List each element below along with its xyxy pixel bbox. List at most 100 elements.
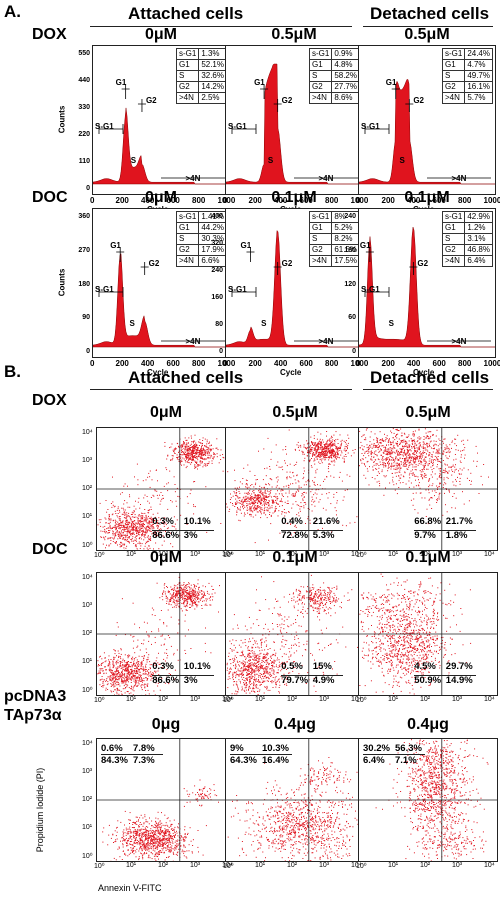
flow-x-tick: 10² [420, 862, 431, 869]
flow-y-tick: 10⁰ [82, 542, 93, 549]
histogram-x-tick: 200 [115, 359, 129, 368]
flow-y-tick: 10⁰ [82, 853, 93, 860]
section-b-label: B. [4, 362, 21, 381]
stats-phase: G2 [175, 81, 200, 93]
stats-row: S 3.1% [441, 233, 493, 245]
panel-concentration: 0μM [149, 404, 182, 421]
panel-concentration: 0.4μg [407, 716, 449, 733]
peak-label-gt4n: >4N [451, 337, 467, 346]
gate-marker [140, 262, 149, 275]
quadrant-upper-right: 15% [312, 660, 332, 672]
scatter-svg [359, 739, 497, 861]
row-label-doc-a: DOC [32, 189, 68, 206]
stats-row: S 30.3% [175, 233, 227, 245]
quadrant-lower-right: 14.9% [445, 675, 473, 687]
gate-marker [260, 84, 269, 99]
gate-marker [409, 262, 418, 275]
panel-concentration: 0μM [144, 26, 177, 43]
histogram-x-tick: 200 [381, 196, 395, 205]
stats-row: s-G1 0.9% [308, 48, 360, 60]
flow-scatter-plot: 0.5% 15% 79.7% 4.9% [225, 572, 365, 696]
peak-label-gt4n: >4N [318, 337, 334, 346]
histogram-x-tick: 400 [407, 196, 421, 205]
gate-marker [98, 287, 124, 297]
stats-percent: 32.6% [198, 70, 227, 82]
cell-cycle-histogram: G1 G2 S S-G1 >4N s-G1 8% G1 5.2% S 8.2% G2 61.5% >4N 1… [225, 208, 363, 358]
row-label-pcdna3: pcDNA3 [4, 688, 67, 705]
gate-marker [231, 287, 257, 297]
stats-phase: G1 [175, 59, 200, 71]
flow-x-tick: 10⁴ [351, 696, 362, 703]
histogram-x-tick: 600 [299, 359, 313, 368]
stats-row: G1 52.1% [175, 59, 227, 71]
flow-scatter-plot: 9% 10.3% 64.3% 16.4% [225, 738, 365, 862]
quadrant-lower-right: 7.1% [395, 755, 417, 766]
peak-label-g1: G1 [359, 241, 371, 250]
peak-label-s-g1: S-G1 [361, 285, 380, 294]
quadrant-value-rule [414, 674, 477, 676]
histogram-y-tick: 110 [78, 158, 90, 165]
histogram-y-tick: 0 [352, 348, 356, 355]
stats-row: >4N 5.7% [441, 92, 493, 104]
histogram-x-tick: 1000 [483, 196, 500, 205]
stats-row: G1 4.7% [441, 59, 493, 71]
histogram-x-tick: 600 [299, 196, 313, 205]
histogram-y-tick: 0 [219, 348, 223, 355]
flow-x-tick: 10⁴ [484, 551, 495, 558]
flow-x-tick: 10³ [319, 551, 330, 558]
stats-percent: 0.9% [331, 48, 360, 60]
quadrant-lower-right: 3% [183, 675, 198, 687]
panel-concentration: 0μM [144, 189, 177, 206]
histogram-y-tick: 0 [86, 185, 90, 192]
flow-x-tick: 10¹ [255, 551, 266, 558]
histogram-svg [359, 226, 495, 348]
histogram-area [359, 226, 495, 348]
flow-x-tick: 10⁴ [484, 696, 495, 703]
flow-x-tick: 10³ [190, 862, 201, 869]
histogram-area [226, 63, 362, 185]
peak-label-s: S [388, 319, 394, 328]
histogram-svg [359, 79, 495, 185]
stats-phase: G2 [308, 244, 333, 256]
panel-concentration: 0.5μM [405, 404, 451, 421]
peak-label-gt4n: >4N [185, 174, 201, 183]
flow-y-tick: 10³ [82, 457, 93, 464]
quadrant-upper-left: 30.2% [363, 743, 390, 754]
panel-concentration: 0μM [149, 549, 182, 566]
histogram-area [226, 229, 362, 348]
flow-x-tick: 10⁰ [223, 697, 234, 704]
histogram-x-tick: 600 [432, 196, 446, 205]
peak-label-s: S [399, 156, 405, 165]
quadrant-value-rule [230, 754, 292, 755]
flow-x-tick: 10³ [190, 551, 201, 558]
flow-ylabel: Propidium Iodide (PI) [35, 767, 45, 853]
stats-percent: 4.7% [464, 59, 493, 71]
peak-label-g2: G2 [281, 96, 293, 105]
histogram-y-tick: 270 [78, 246, 90, 254]
quadrant-value-rule [414, 529, 477, 531]
flow-x-tick: 10¹ [126, 862, 137, 869]
stats-percent: 44.2% [198, 222, 227, 234]
scatter-svg [226, 573, 364, 695]
flow-y-tick: 10³ [82, 602, 93, 609]
histogram-x-tick: 1000 [350, 359, 369, 368]
quadrant-lower-right: 7.3% [133, 755, 155, 766]
panel-concentration: 0.5μM [404, 26, 450, 43]
histogram-x-tick: 400 [274, 196, 288, 205]
flow-x-tick: 10³ [319, 862, 330, 869]
quadrant-lower-right: 4.9% [312, 675, 335, 687]
histogram-xlabel: Cycle [413, 368, 435, 377]
stats-percent: 6.6% [198, 255, 227, 267]
row-label-doc-b: DOC [32, 541, 68, 558]
histogram-x-tick: 0 [90, 359, 95, 368]
histogram-ylabel: Counts [57, 105, 67, 134]
flow-x-tick: 10¹ [126, 696, 137, 703]
scatter-svg [97, 428, 235, 550]
stats-phase: G1 [175, 222, 200, 234]
stats-phase: s-G1 [175, 211, 200, 223]
gate-marker [273, 99, 282, 112]
flow-scatter-plot: 30.2% 56.3% 6.4% 7.1% [358, 738, 498, 862]
quadrant-lower-left: 6.4% [363, 755, 385, 766]
row-label-dox-b: DOX [32, 392, 67, 409]
gate-marker [364, 287, 390, 297]
